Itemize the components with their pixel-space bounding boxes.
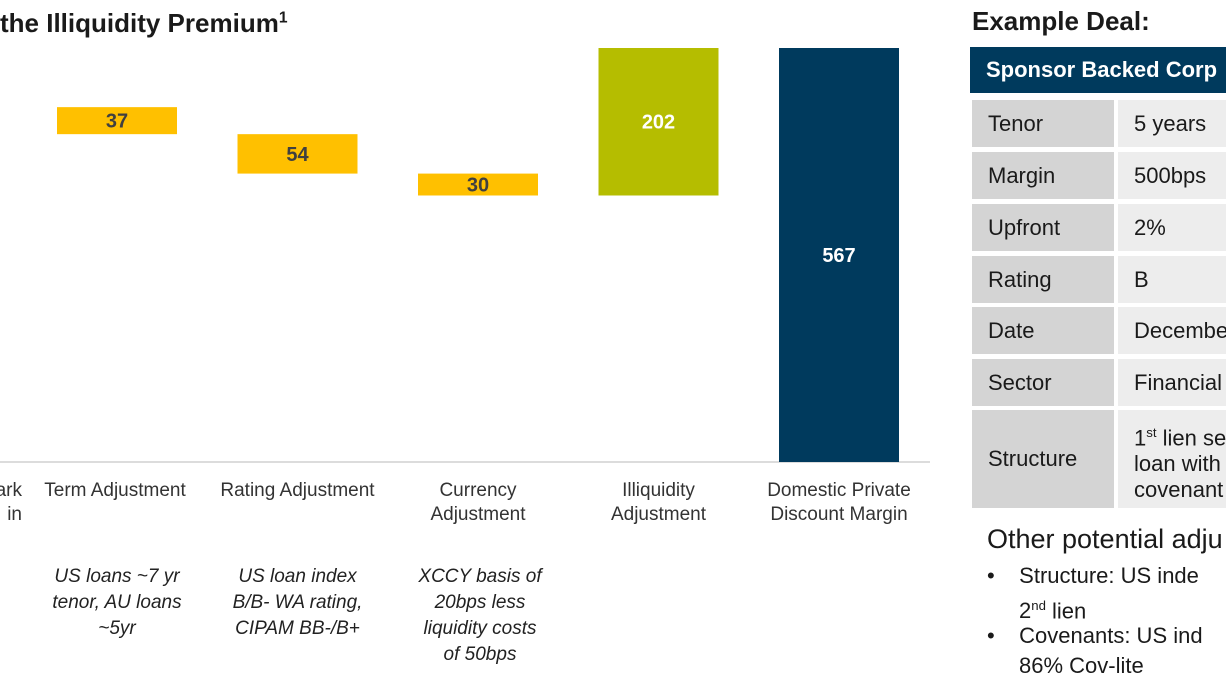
table-value: Decembe bbox=[1118, 307, 1226, 354]
x-tick-label: Discount Margin bbox=[770, 504, 907, 525]
table-label: Tenor bbox=[972, 100, 1114, 147]
data-label: 202 bbox=[642, 112, 675, 134]
table-value: 1st lien se loan with covenant bbox=[1118, 410, 1226, 508]
note: US loans ~7 yr bbox=[54, 566, 180, 587]
structure-line: covenant bbox=[1134, 477, 1224, 503]
note: liquidity costs bbox=[424, 618, 537, 639]
note: 20bps less bbox=[434, 592, 526, 613]
note: US loan index bbox=[238, 566, 358, 587]
bullet-text: 2 bbox=[1019, 598, 1032, 624]
table-value: 2% bbox=[1118, 204, 1226, 251]
x-tick-label: Currency bbox=[439, 480, 517, 501]
bullet-text: Structure: US inde bbox=[1019, 563, 1199, 588]
note: CIPAM BB-/B+ bbox=[235, 618, 360, 639]
x-tick-label: Rating Adjustment bbox=[220, 480, 375, 501]
note: B/B- WA rating, bbox=[233, 592, 363, 613]
chart: ark in 37 Term Adjustment US loans ~7 yr teno… bbox=[0, 48, 930, 665]
data-label: 567 bbox=[822, 245, 855, 267]
note: of 50bps bbox=[444, 644, 517, 665]
structure-text: lien se bbox=[1156, 425, 1226, 451]
bar bbox=[598, 48, 719, 196]
bullet-text: 86% Cov-lite bbox=[1019, 653, 1144, 678]
bar bbox=[237, 134, 358, 174]
bullet: • Structure: US inde 2nd lien bbox=[987, 563, 1199, 624]
table-value: 5 years bbox=[1118, 100, 1226, 147]
x-tick-label: ark bbox=[0, 480, 22, 501]
title-sup: 1 bbox=[278, 9, 288, 27]
deal-title: Example Deal: bbox=[972, 6, 1150, 36]
table-label: Upfront bbox=[972, 204, 1114, 251]
data-label: 37 bbox=[106, 111, 128, 133]
structure-line: 1st lien se bbox=[1134, 420, 1226, 451]
other-heading: Other potential adju bbox=[987, 524, 1223, 554]
x-tick-label: Adjustment bbox=[611, 504, 707, 525]
x-tick-label: Adjustment bbox=[430, 504, 526, 525]
structure-sup: st bbox=[1146, 425, 1157, 440]
table-label: Structure bbox=[972, 410, 1114, 508]
bar bbox=[57, 107, 177, 135]
bullet-text: lien bbox=[1045, 598, 1087, 624]
title-text: the Illiquidity Premium bbox=[0, 8, 279, 38]
note: XCCY basis of bbox=[417, 566, 543, 587]
note: ~5yr bbox=[98, 618, 136, 639]
bullet-text: Covenants: US ind bbox=[1019, 623, 1203, 648]
structure-text: 1 bbox=[1134, 425, 1147, 451]
table-value: Financial bbox=[1118, 359, 1226, 406]
x-tick-label: Illiquidity bbox=[622, 480, 695, 501]
x-tick-label: Term Adjustment bbox=[44, 480, 186, 501]
bar bbox=[779, 48, 899, 462]
table-header: Sponsor Backed Corp bbox=[970, 47, 1226, 93]
bar bbox=[418, 173, 538, 196]
table-label: Margin bbox=[972, 152, 1114, 199]
bullet: • Covenants: US ind 86% Cov-lite bbox=[987, 623, 1203, 678]
table-value: B bbox=[1118, 256, 1226, 303]
data-label: 54 bbox=[286, 144, 309, 166]
table-label: Rating bbox=[972, 256, 1114, 303]
structure-line: loan with bbox=[1134, 451, 1221, 477]
chart-title: the Illiquidity Premium1 bbox=[0, 8, 288, 39]
data-label: 30 bbox=[467, 175, 489, 197]
table-label: Date bbox=[972, 307, 1114, 354]
x-tick-label: in bbox=[7, 504, 22, 525]
x-tick-label: Domestic Private bbox=[767, 480, 911, 501]
table-value: 500bps bbox=[1118, 152, 1226, 199]
note: tenor, AU loans bbox=[52, 592, 182, 613]
table-label: Sector bbox=[972, 359, 1114, 406]
bullet-sup: nd bbox=[1031, 598, 1046, 613]
